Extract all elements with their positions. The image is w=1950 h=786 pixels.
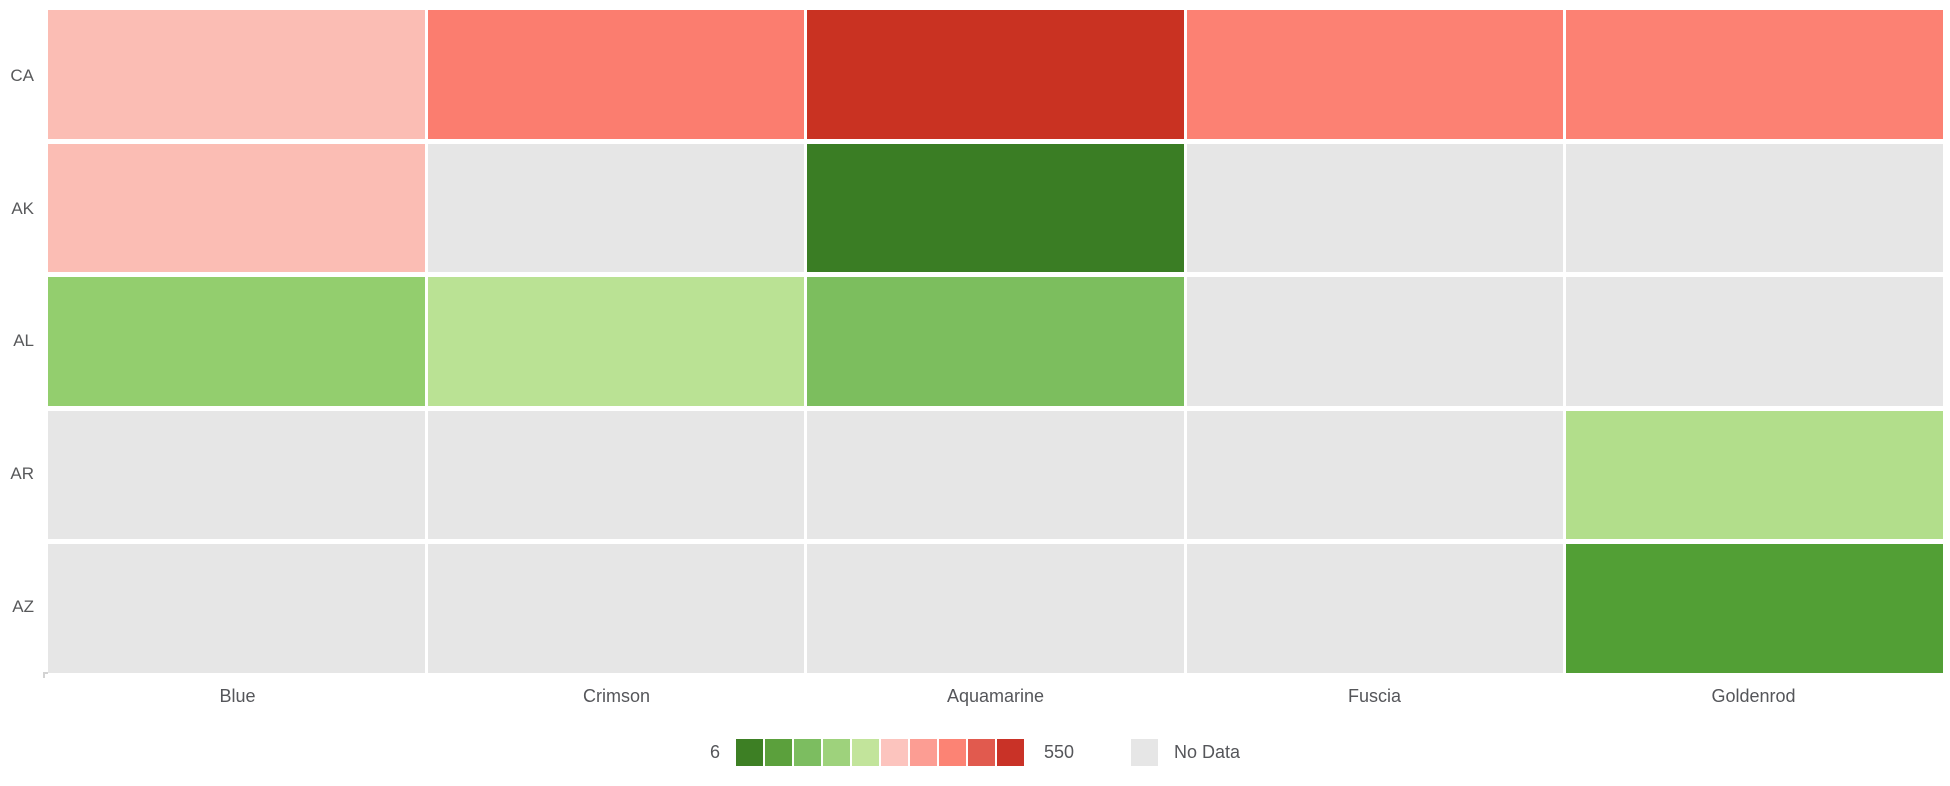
heatmap-cell-AK-Blue[interactable] <box>48 143 425 273</box>
legend-scale-swatch-10 <box>996 739 1024 766</box>
legend-scale-swatch-9 <box>967 739 995 766</box>
legend-scale-swatch-7 <box>909 739 937 766</box>
heatmap-cell-AK-Fuscia[interactable] <box>1186 143 1564 273</box>
heatmap-cell-AL-Blue[interactable] <box>48 277 425 406</box>
heatmap-cell-AL-Goldenrod[interactable] <box>1566 277 1943 406</box>
y-axis-label-AK: AK <box>11 198 34 218</box>
x-axis: Blue Crimson Aquamarine Fuscia Goldenrod <box>48 686 1943 707</box>
heatmap-cell-AR-Fuscia[interactable] <box>1186 410 1564 540</box>
color-scale-legend: 6 550 No Data <box>0 739 1950 766</box>
heatmap-cell-AZ-Fuscia[interactable] <box>1186 544 1564 673</box>
legend-scale-swatch-1 <box>735 739 763 766</box>
legend-max-label: 550 <box>1043 742 1074 762</box>
heatmap-cell-CA-Aquamarine[interactable] <box>807 10 1184 139</box>
legend-scale-swatch-3 <box>793 739 821 766</box>
heatmap-cell-AL-Fuscia[interactable] <box>1186 277 1564 406</box>
heatmap-cell-AK-Crimson[interactable] <box>427 143 805 273</box>
heatmap-cell-AL-Crimson[interactable] <box>427 277 805 406</box>
heatmap-cell-AZ-Goldenrod[interactable] <box>1566 544 1943 673</box>
legend-scale-swatch-2 <box>764 739 792 766</box>
heatmap-cell-AK-Goldenrod[interactable] <box>1566 143 1943 273</box>
y-axis-label-AL: AL <box>13 331 34 351</box>
x-axis-label-Crimson: Crimson <box>582 686 650 706</box>
heatmap-cell-AK-Aquamarine[interactable] <box>807 143 1184 273</box>
heatmap-cell-AR-Aquamarine[interactable] <box>807 410 1184 540</box>
legend-scale-swatch-6 <box>880 739 908 766</box>
axis-origin-tick <box>43 672 48 678</box>
y-axis-label-CA: CA <box>10 66 34 86</box>
heatmap-cell-CA-Goldenrod[interactable] <box>1566 10 1943 139</box>
y-axis-label-AZ: AZ <box>12 596 34 616</box>
legend-scale-swatch-4 <box>822 739 850 766</box>
heatmap-cell-AZ-Crimson[interactable] <box>427 544 805 673</box>
heatmap-cell-AZ-Aquamarine[interactable] <box>807 544 1184 673</box>
legend-min-label: 6 <box>709 742 720 762</box>
heatmap-cell-CA-Fuscia[interactable] <box>1186 10 1564 139</box>
legend-scale-swatch-5 <box>851 739 879 766</box>
heatmap-cell-CA-Blue[interactable] <box>48 10 425 139</box>
legend-no-data-swatch <box>1131 739 1158 766</box>
heatmap-cell-AR-Crimson[interactable] <box>427 410 805 540</box>
y-axis: CA AK AL AR AZ <box>0 10 42 673</box>
x-axis-label-Goldenrod: Goldenrod <box>1711 686 1796 706</box>
heatmap-cell-AR-Goldenrod[interactable] <box>1566 410 1943 540</box>
legend-no-data-label: No Data <box>1174 742 1241 762</box>
x-axis-label-Blue: Blue <box>219 686 256 706</box>
heatmap-cell-AR-Blue[interactable] <box>48 410 425 540</box>
y-axis-label-AR: AR <box>10 464 34 484</box>
x-axis-label-Aquamarine: Aquamarine <box>946 686 1045 706</box>
legend-color-ramp <box>735 739 1024 766</box>
heatmap-cell-AZ-Blue[interactable] <box>48 544 425 673</box>
heatmap-grid <box>48 10 1943 673</box>
heatmap-cell-AL-Aquamarine[interactable] <box>807 277 1184 406</box>
heatmap-cell-CA-Crimson[interactable] <box>427 10 805 139</box>
x-axis-label-Fuscia: Fuscia <box>1347 686 1401 706</box>
legend-scale-swatch-8 <box>938 739 966 766</box>
